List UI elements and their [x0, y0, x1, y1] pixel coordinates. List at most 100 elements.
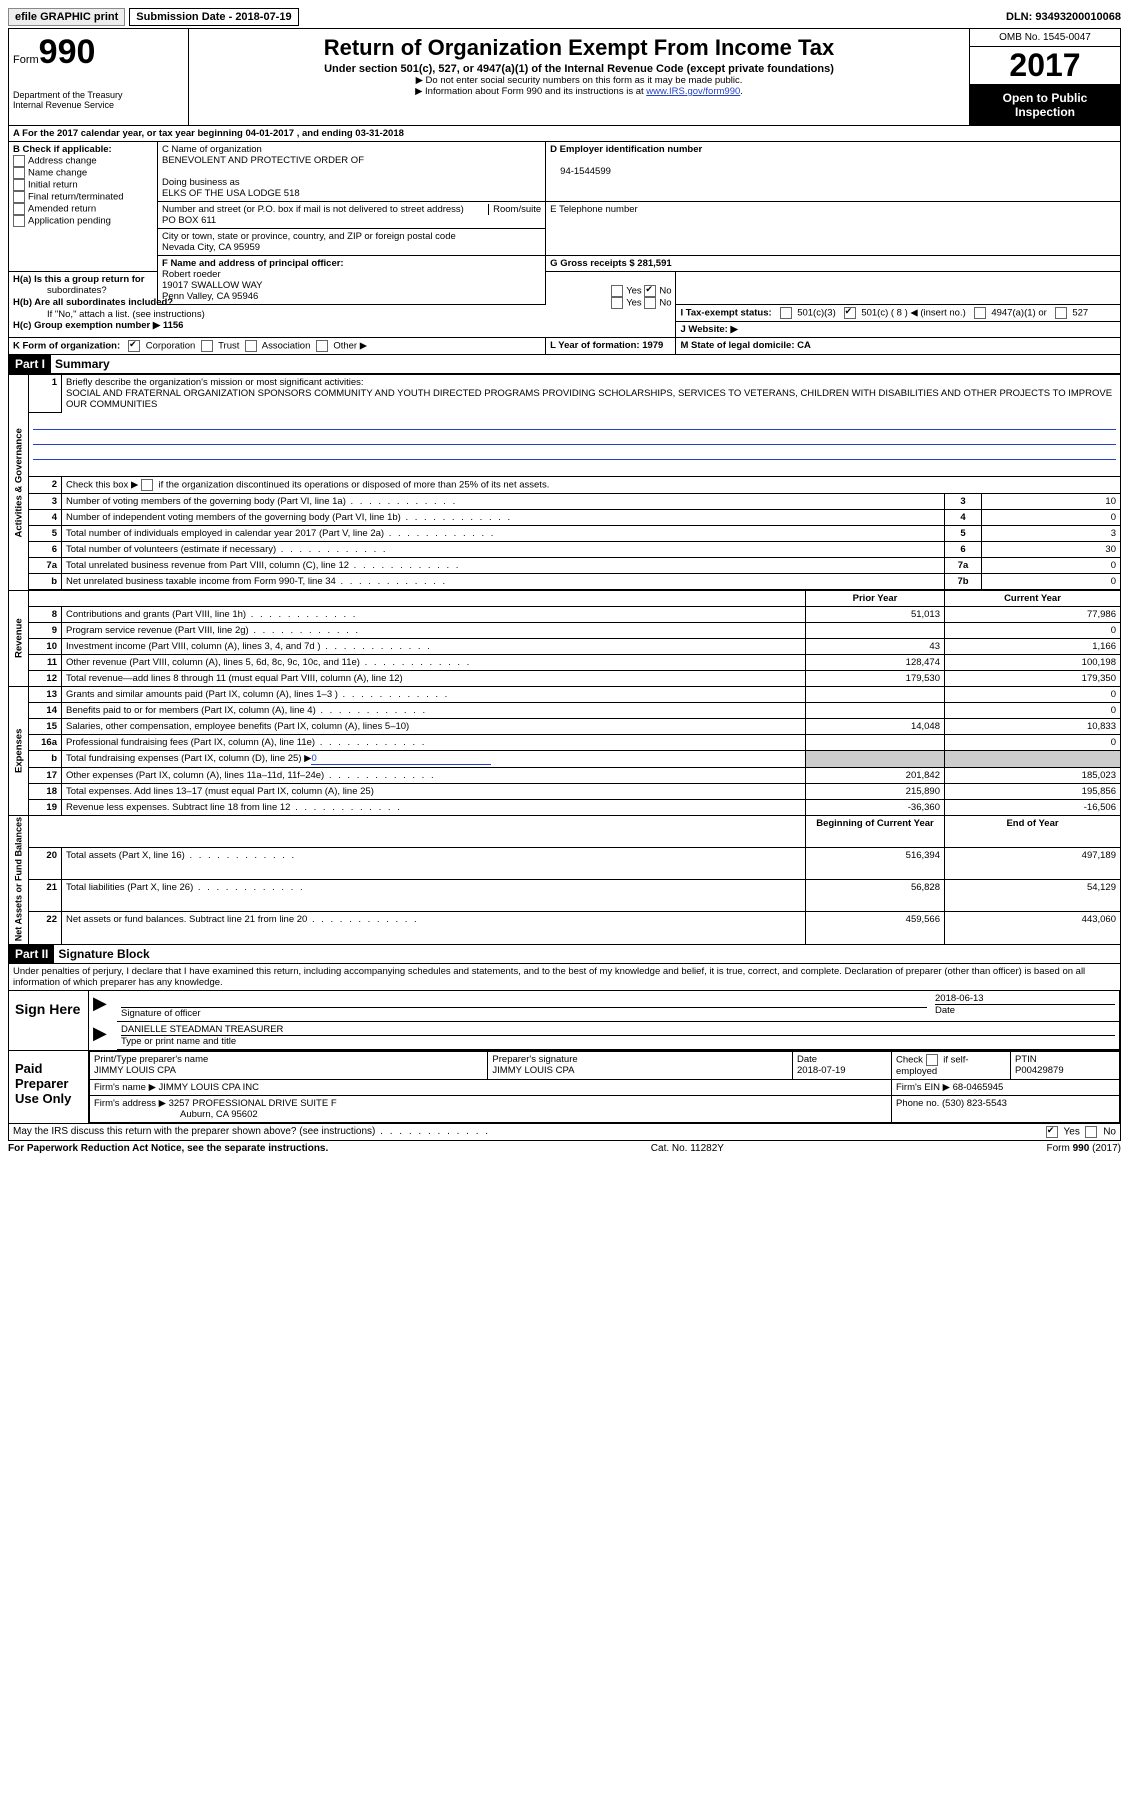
cb-address-change[interactable]: [13, 155, 25, 167]
part1-hdr: Part I: [9, 355, 51, 373]
prep-name-label: Print/Type preparer's name: [94, 1054, 208, 1065]
officer-label: F Name and address of principal officer:: [162, 258, 344, 269]
begin-hdr: Beginning of Current Year: [806, 815, 945, 847]
form-title: Return of Organization Exempt From Incom…: [193, 35, 965, 61]
part1-header: Part I Summary: [8, 355, 1121, 374]
org-name-cell: C Name of organization BENEVOLENT AND PR…: [158, 142, 546, 202]
cb-501c3[interactable]: [780, 307, 792, 319]
sig-date: 2018-06-13: [935, 993, 984, 1004]
cb-trust[interactable]: [201, 340, 213, 352]
street-cell: Number and street (or P.O. box if mail i…: [158, 202, 546, 229]
cb-initial-return[interactable]: [13, 179, 25, 191]
room-label: Room/suite: [488, 204, 541, 215]
gross-label: G Gross receipts $ 281,591: [550, 258, 671, 269]
org-name-label: C Name of organization: [162, 144, 262, 155]
dln: DLN: 93493200010068: [1006, 11, 1121, 23]
ha-sub: subordinates?: [13, 285, 107, 297]
lbl-yes: Yes: [626, 286, 642, 297]
discuss: May the IRS discuss this return with the…: [13, 1126, 375, 1137]
lbl-527: 527: [1072, 308, 1088, 319]
cb-hb-yes[interactable]: [611, 297, 623, 309]
org-name: BENEVOLENT AND PROTECTIVE ORDER OF: [162, 155, 364, 166]
prep-sig-label: Preparer's signature: [492, 1054, 577, 1065]
city-cell: City or town, state or province, country…: [158, 229, 546, 256]
note2-pre: ▶ Information about Form 990 and its ins…: [415, 86, 646, 97]
ein: 94-1544599: [550, 166, 611, 177]
taxexempt-label: I Tax-exempt status:: [680, 308, 771, 319]
gross-cell: G Gross receipts $ 281,591: [546, 256, 1121, 272]
firm-ein: 68-0465945: [953, 1082, 1004, 1093]
rowl: L Year of formation: 1979: [550, 340, 663, 351]
firm-addr2: Auburn, CA 95602: [94, 1109, 258, 1120]
cb-4947[interactable]: [974, 307, 986, 319]
efile-button[interactable]: efile GRAPHIC print: [8, 8, 125, 26]
officer-addr2: Penn Valley, CA 95946: [162, 291, 258, 302]
cb-name-change[interactable]: [13, 167, 25, 179]
lbl-address-change: Address change: [28, 156, 97, 167]
line2: Check this box ▶ if the organization dis…: [62, 476, 1121, 493]
row-a: A For the 2017 calendar year, or tax yea…: [9, 126, 1121, 142]
rowk-label: K Form of organization:: [13, 341, 120, 352]
cb-amended[interactable]: [13, 203, 25, 215]
lbl-other: Other ▶: [333, 341, 367, 352]
cb-corp[interactable]: [128, 340, 140, 352]
cb-501c[interactable]: [844, 307, 856, 319]
lbl-no: No: [659, 286, 671, 297]
form-number: 990: [39, 33, 96, 71]
website-cell: J Website: ▶: [676, 322, 1121, 338]
col-b-label: B Check if applicable:: [13, 144, 112, 155]
cb-hb-no[interactable]: [644, 297, 656, 309]
cb-discuss-yes[interactable]: [1046, 1126, 1058, 1138]
footer-mid: Cat. No. 11282Y: [651, 1143, 724, 1154]
cb-final-return[interactable]: [13, 191, 25, 203]
col-b-checks: B Check if applicable: Address change Na…: [9, 142, 158, 272]
end-hdr: End of Year: [945, 815, 1121, 847]
dba-label: Doing business as: [162, 177, 240, 188]
note-info: ▶ Information about Form 990 and its ins…: [193, 86, 965, 97]
tax-year: 2017: [970, 47, 1120, 85]
cb-ha-yes[interactable]: [611, 285, 623, 297]
cb-assoc[interactable]: [245, 340, 257, 352]
cb-ha-no[interactable]: [644, 285, 656, 297]
street-label: Number and street (or P.O. box if mail i…: [162, 204, 488, 215]
cb-self-emp[interactable]: [926, 1054, 938, 1066]
sign-here: Sign Here: [9, 991, 89, 1050]
cb-discuss-no[interactable]: [1085, 1126, 1097, 1138]
signature-block: Sign Here ▶ Signature of officer 2018-06…: [8, 991, 1121, 1141]
rowm-cell: M State of legal domicile: CA: [676, 338, 1121, 355]
current-year-hdr: Current Year: [945, 590, 1121, 606]
lbl-501c3: 501(c)(3): [797, 308, 836, 319]
lbl-final-return: Final return/terminated: [28, 192, 124, 203]
firm-phone-label: Phone no.: [896, 1098, 939, 1109]
footer: For Paperwork Reduction Act Notice, see …: [8, 1143, 1121, 1154]
lbl-no2: No: [659, 298, 671, 309]
line1: Briefly describe the organization's miss…: [66, 377, 364, 388]
ha-label: H(a) Is this a group return for: [13, 274, 144, 285]
cb-527[interactable]: [1055, 307, 1067, 319]
part2-hdr: Part II: [9, 945, 54, 963]
hb-label: H(b) Are all subordinates included?: [13, 297, 173, 308]
irs-link[interactable]: www.IRS.gov/form990: [646, 86, 740, 97]
h-cell: H(a) Is this a group return for subordin…: [9, 272, 676, 338]
lbl-4947: 4947(a)(1) or: [991, 308, 1046, 319]
form-subtitle: Under section 501(c), 527, or 4947(a)(1)…: [193, 63, 965, 75]
cb-pending[interactable]: [13, 215, 25, 227]
cb-discontinued[interactable]: [141, 479, 153, 491]
hb-note: If "No," attach a list. (see instruction…: [13, 309, 671, 320]
firm-addr-label: Firm's address ▶: [94, 1098, 166, 1109]
phone-cell: E Telephone number: [546, 202, 1121, 256]
mission: SOCIAL AND FRATERNAL ORGANIZATION SPONSO…: [66, 388, 1112, 410]
footer-left: For Paperwork Reduction Act Notice, see …: [8, 1143, 328, 1154]
officer-name: Robert roeder: [162, 269, 221, 280]
lbl-initial-return: Initial return: [28, 180, 78, 191]
ptin-label: PTIN: [1015, 1054, 1037, 1065]
vert-netassets: Net Assets or Fund Balances: [9, 815, 29, 944]
prior-year-hdr: Prior Year: [806, 590, 945, 606]
paid-preparer: Paid Preparer Use Only: [9, 1051, 89, 1123]
cb-other[interactable]: [316, 340, 328, 352]
lbl-trust: Trust: [218, 341, 239, 352]
prep-date-label: Date: [797, 1054, 817, 1065]
summary-table: Activities & Governance 1 Briefly descri…: [8, 374, 1121, 945]
firm-name: JIMMY LOUIS CPA INC: [159, 1082, 259, 1093]
discuss-yes: Yes: [1064, 1126, 1080, 1137]
